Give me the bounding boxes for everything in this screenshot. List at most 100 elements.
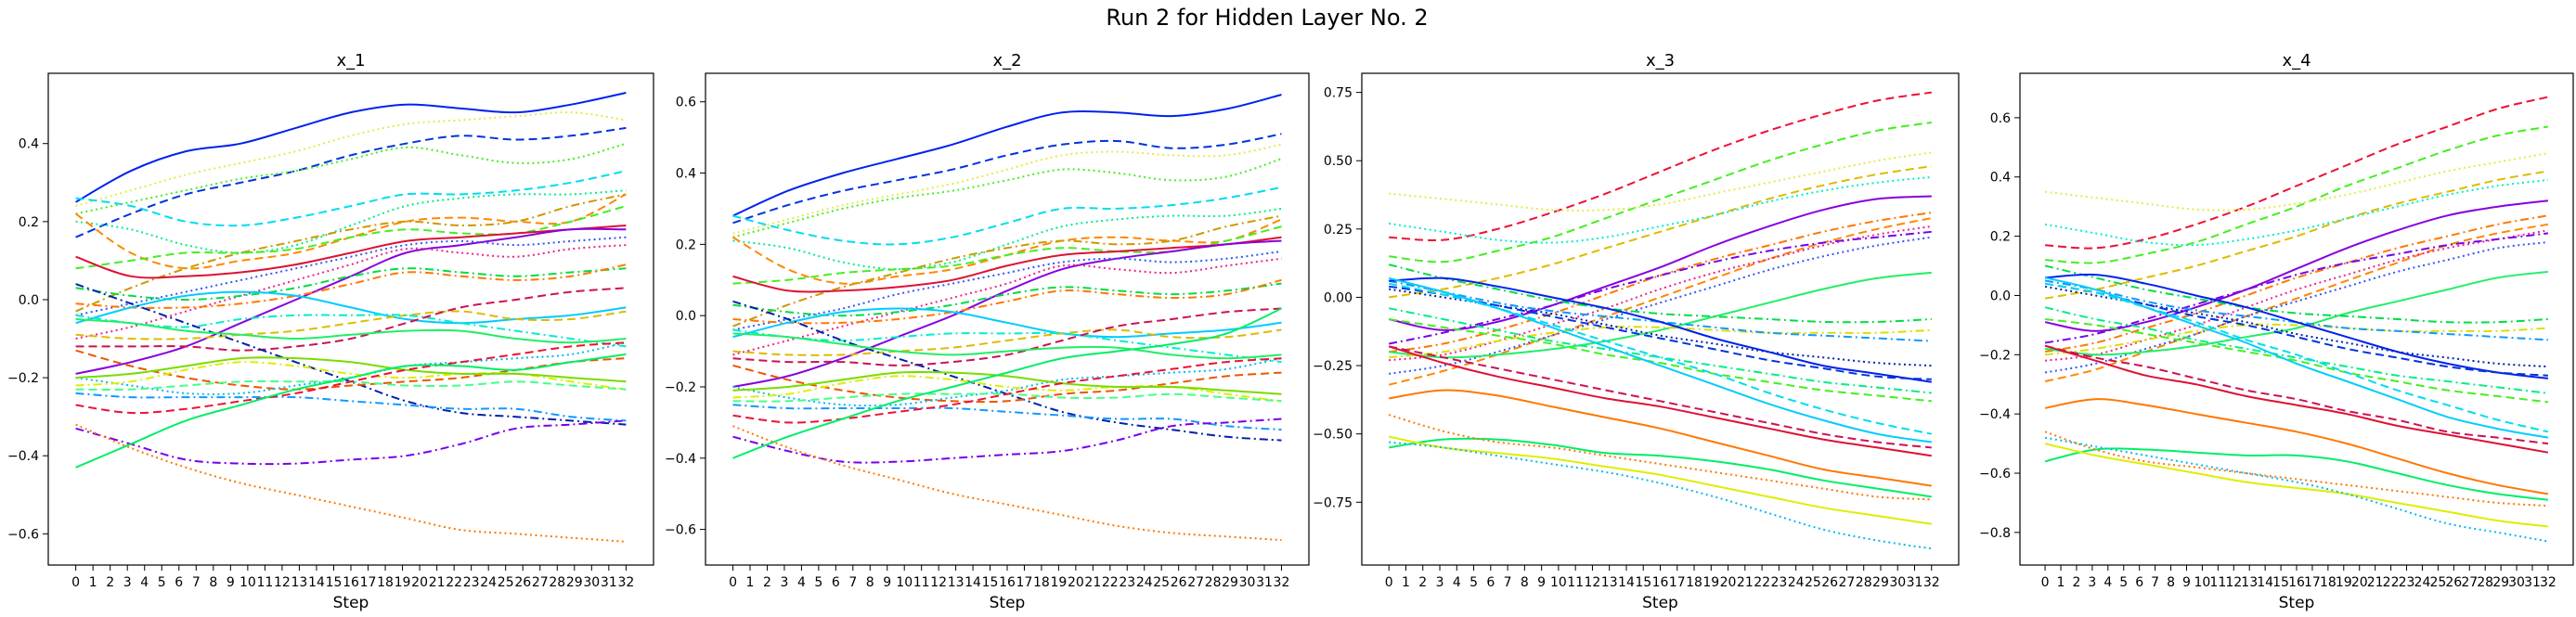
x-tick-label: 20 <box>411 575 428 590</box>
x-tick-label: 27 <box>2461 575 2478 590</box>
y-tick-label: 0.2 <box>19 215 39 230</box>
x-tick-label: 9 <box>2182 575 2191 590</box>
x-tick-label: 4 <box>140 575 149 590</box>
x-tick-label: 31 <box>601 575 617 590</box>
x-tick-label: 22 <box>1102 575 1119 590</box>
x-tick-label: 15 <box>2272 575 2289 590</box>
x-tick-label: 5 <box>814 575 822 590</box>
y-tick-label: 0.4 <box>1990 171 2011 186</box>
series-line-17 <box>75 310 627 341</box>
x-tick-label: 15 <box>1635 575 1651 590</box>
x-axis-label: Step <box>990 594 1026 612</box>
x-tick-label: 10 <box>2194 575 2210 590</box>
series-line-21 <box>732 364 1282 404</box>
x-tick-label: 2 <box>2072 575 2080 590</box>
x-tick-label: 18 <box>1033 575 1050 590</box>
x-tick-label: 24 <box>1136 575 1153 590</box>
x-tick-label: 13 <box>2241 575 2258 590</box>
figure-title: Run 2 for Hidden Layer No. 2 <box>1106 5 1428 31</box>
x-tick-label: 9 <box>1537 575 1546 590</box>
series-line-4 <box>75 142 627 215</box>
y-tick-label: −0.4 <box>665 452 696 467</box>
x-tick-label: 10 <box>1550 575 1567 590</box>
series-line-31 <box>75 423 627 543</box>
x-tick-label: 32 <box>2540 575 2557 590</box>
x-tick-label: 17 <box>1669 575 1686 590</box>
y-tick-label: −0.8 <box>1979 526 2011 541</box>
y-tick-label: 0.50 <box>1324 154 1353 169</box>
series-line-1 <box>75 92 627 203</box>
x-tick-label: 26 <box>1821 575 1838 590</box>
series-line-13 <box>1388 264 1932 324</box>
subplot-title: x_3 <box>1646 51 1675 71</box>
series-line-14 <box>1389 326 1932 359</box>
x-tick-label: 14 <box>2257 575 2273 590</box>
x-tick-label: 16 <box>1652 575 1669 590</box>
y-tick-label: 0.00 <box>1324 290 1353 305</box>
x-tick-label: 31 <box>1256 575 1273 590</box>
x-tick-label: 8 <box>866 575 874 590</box>
y-tick-label: 0.6 <box>1990 111 2011 126</box>
x-tick-label: 30 <box>1889 575 1906 590</box>
series-line-3 <box>75 126 627 238</box>
series-line-17 <box>2045 273 2549 379</box>
series-line-16 <box>732 307 1282 339</box>
series-line-23 <box>1389 345 1932 449</box>
series-line-9 <box>75 205 627 270</box>
series-group <box>732 94 1282 542</box>
x-tick-label: 8 <box>209 575 217 590</box>
series-line-25 <box>2044 447 2549 501</box>
series-line-18 <box>75 314 627 348</box>
series-line-29 <box>732 418 1282 464</box>
x-tick-label: 11 <box>2209 575 2226 590</box>
y-tick-label: 0.75 <box>1324 86 1353 101</box>
y-tick-label: 0.0 <box>1990 289 2011 303</box>
series-group <box>75 92 627 543</box>
series-line-4 <box>1389 165 1932 299</box>
series-line-3 <box>2044 152 2549 212</box>
x-tick-label: 15 <box>982 575 999 590</box>
series-line-1 <box>2045 96 2549 250</box>
x-tick-label: 12 <box>930 575 947 590</box>
series-line-6 <box>2044 199 2549 332</box>
x-tick-label: 28 <box>549 575 565 590</box>
x-tick-label: 11 <box>1567 575 1584 590</box>
x-tick-label: 22 <box>1754 575 1770 590</box>
x-tick-label: 23 <box>1119 575 1135 590</box>
x-tick-label: 21 <box>429 575 446 590</box>
x-tick-label: 28 <box>1205 575 1222 590</box>
x-tick-label: 15 <box>326 575 343 590</box>
series-line-12 <box>2044 270 2549 356</box>
x-tick-label: 1 <box>1402 575 1410 590</box>
series-line-6 <box>75 189 627 254</box>
y-tick-label: −0.50 <box>1313 428 1353 443</box>
series-line-7 <box>1389 212 1932 353</box>
series-line-19 <box>2044 306 2549 394</box>
series-line-3 <box>1389 151 1932 212</box>
series-line-26 <box>2044 398 2549 495</box>
series-line-4 <box>2044 170 2549 300</box>
series-line-17 <box>1389 276 1932 383</box>
series-line-27 <box>732 404 1282 431</box>
plot-frame <box>2019 72 2574 566</box>
x-axis-label: Step <box>2279 594 2315 612</box>
x-tick-label: 2 <box>763 575 771 590</box>
series-line-27 <box>2044 431 2548 508</box>
subplot-x_4: x_40 1 2 3 4 5 6 7 8 9 10 11 12 13 14 15 16 17 18 19 20 21 22 2… <box>1979 51 2574 612</box>
x-tick-label: 0 <box>1385 575 1393 590</box>
x-tick-label: 25 <box>1805 575 1821 590</box>
series-line-15 <box>75 264 627 309</box>
x-tick-label: 6 <box>175 575 183 590</box>
x-tick-label: 22 <box>2383 575 2400 590</box>
series-line-22 <box>2044 276 2549 439</box>
x-tick-label: 7 <box>192 575 201 590</box>
x-tick-label: 13 <box>1601 575 1618 590</box>
subplot-title: x_1 <box>336 51 365 71</box>
series-line-25 <box>1389 437 1932 498</box>
series-line-24 <box>1388 345 1932 457</box>
subplot-x_3: x_30 1 2 3 4 5 6 7 8 9 10 11 12 13 14 15 16 17 18 19 20 21 22 2… <box>1313 51 1960 612</box>
x-tick-label: 26 <box>2445 575 2462 590</box>
x-tick-label: 24 <box>1788 575 1805 590</box>
x-tick-label: 13 <box>291 575 308 590</box>
subplots: x_10 1 2 3 4 5 6 7 8 9 10 11 12 13 14 15 16 17 18 19 20 21 22 2… <box>7 51 2574 612</box>
